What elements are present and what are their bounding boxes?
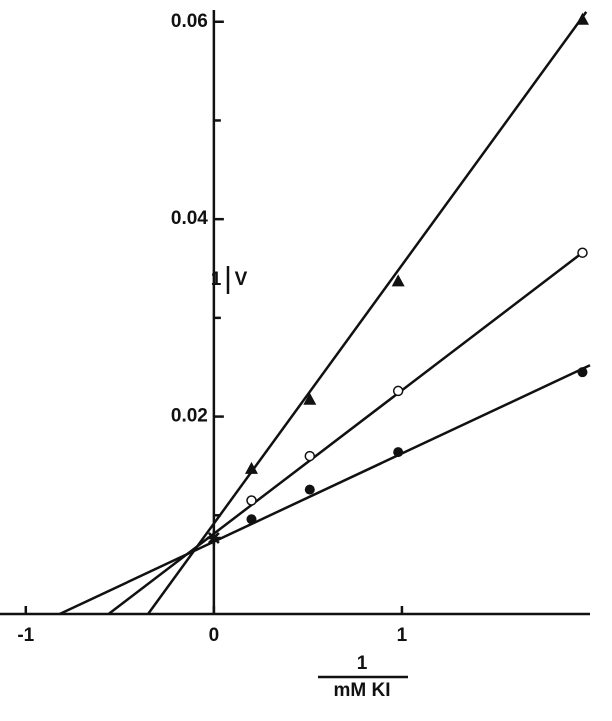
x-tick-label: 1 <box>397 625 408 646</box>
y-tick-label: 0.02 <box>171 406 208 427</box>
fit-line <box>147 11 588 615</box>
filled-circle-point <box>393 447 404 458</box>
triangle-point <box>244 461 258 474</box>
filled-circle-point <box>304 484 315 495</box>
open-circle-point <box>392 385 404 397</box>
open-circle-point <box>246 495 257 506</box>
y-label-numerator: 1 <box>211 269 222 290</box>
open-circle-point <box>577 247 588 258</box>
triangle-point <box>575 12 589 25</box>
fit-line <box>59 364 591 616</box>
y-label-denominator: V <box>235 269 248 290</box>
x-tick-label: 0 <box>209 625 220 646</box>
filled-circle-point <box>246 514 257 525</box>
y-tick-label: 0.04 <box>171 208 208 229</box>
filled-circle-point <box>577 367 588 378</box>
star-point <box>206 530 221 545</box>
x-label-denominator: mM KI <box>334 680 391 701</box>
y-tick-label: 0.06 <box>171 11 208 32</box>
fit-line <box>107 248 587 615</box>
x-label-numerator: 1 <box>357 653 368 674</box>
x-tick-label: -1 <box>17 625 34 646</box>
triangle-point <box>391 274 405 287</box>
triangle-point <box>303 392 317 405</box>
open-circle-point <box>304 450 316 462</box>
